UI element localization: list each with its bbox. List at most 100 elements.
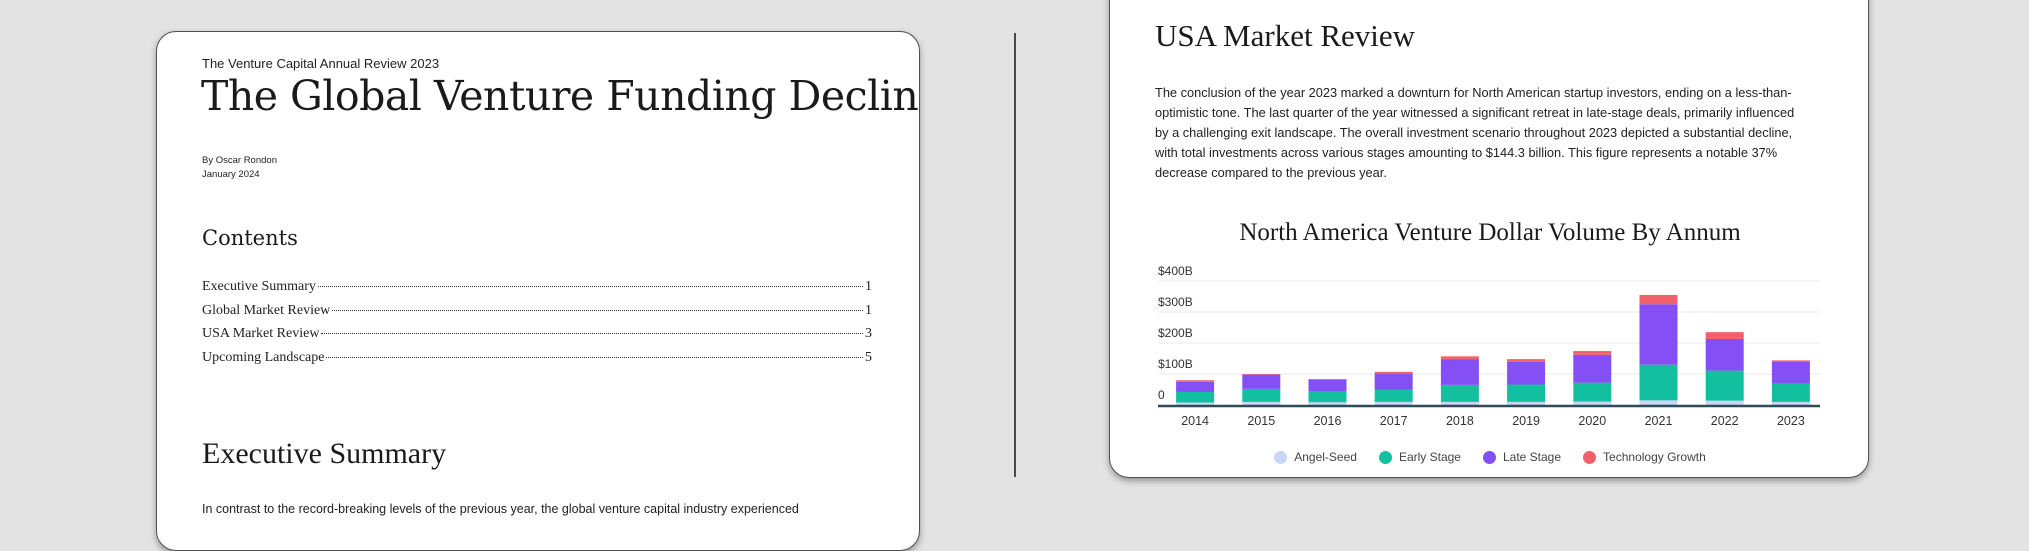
- bar-segment: [1639, 294, 1678, 305]
- x-tick-label: 2015: [1247, 414, 1275, 428]
- toc-leader-dots: [326, 356, 863, 358]
- bar-segment: [1507, 359, 1546, 362]
- bar-segment: [1242, 388, 1281, 402]
- x-tick-label: 2023: [1777, 414, 1805, 428]
- bar-segment: [1705, 400, 1744, 405]
- legend-swatch: [1583, 450, 1597, 464]
- x-tick-label: 2021: [1645, 414, 1673, 428]
- byline: By Oscar Rondon January 2024: [202, 154, 277, 182]
- bar-segment: [1440, 401, 1479, 405]
- bar-segment: [1507, 384, 1546, 402]
- toc-entry-usa-market-review[interactable]: USA Market Review 3: [202, 326, 872, 350]
- toc-entry-page: 3: [865, 326, 872, 341]
- bar-segment: [1771, 360, 1810, 362]
- bar-segment: [1176, 381, 1215, 392]
- toc-entry-executive-summary[interactable]: Executive Summary 1: [202, 279, 872, 303]
- bar-segment: [1705, 332, 1744, 339]
- legend-item: Technology Growth: [1583, 450, 1706, 464]
- chart-title: North America Venture Dollar Volume By A…: [1239, 219, 1741, 246]
- legend-swatch: [1274, 450, 1288, 464]
- toc-entry-label: Global Market Review: [202, 302, 331, 318]
- toc-entry-upcoming-landscape[interactable]: Upcoming Landscape 5: [202, 350, 872, 374]
- legend-item: Late Stage: [1482, 450, 1562, 464]
- usa-market-review-heading: USA Market Review: [1155, 18, 1416, 53]
- bar-segment: [1771, 401, 1810, 405]
- document-title: The Global Venture Funding Decline: [201, 72, 920, 120]
- y-tick-label: $300B: [1158, 295, 1193, 309]
- x-tick-label: 2017: [1380, 414, 1408, 428]
- executive-summary-paragraph: In contrast to the record-breaking level…: [202, 502, 799, 516]
- toc-leader-dots: [321, 333, 863, 334]
- toc-leader-dots: [332, 309, 863, 311]
- legend-label: Technology Growth: [1603, 450, 1706, 464]
- bar-segment: [1308, 391, 1347, 403]
- bar-segment: [1639, 304, 1678, 365]
- bar-segment: [1705, 370, 1744, 401]
- bar-segment: [1771, 383, 1810, 402]
- legend-item: Angel-Seed: [1274, 450, 1357, 464]
- executive-summary-heading: Executive Summary: [202, 437, 447, 470]
- bar-segment: [1573, 354, 1612, 383]
- bar-segment: [1507, 401, 1546, 405]
- bar-segment: [1440, 384, 1479, 402]
- bar-segment: [1242, 401, 1281, 405]
- usa-market-review-paragraph: The conclusion of the year 2023 marked a…: [1155, 85, 1795, 180]
- toc-entry-page: 1: [865, 302, 872, 318]
- table-of-contents: Executive Summary 1 Global Market Review…: [202, 279, 872, 373]
- bar-segment: [1573, 351, 1612, 355]
- legend-swatch: [1482, 450, 1496, 464]
- bar-segment: [1308, 379, 1347, 392]
- y-tick-label: 0: [1158, 388, 1165, 402]
- toc-entry-label: USA Market Review: [202, 326, 320, 341]
- bar-segment: [1308, 402, 1347, 405]
- legend-swatch: [1378, 450, 1392, 464]
- publish-date: January 2024: [202, 169, 260, 180]
- y-tick-label: $200B: [1158, 326, 1193, 340]
- bar-segment: [1440, 359, 1479, 385]
- x-tick-label: 2022: [1711, 414, 1739, 428]
- toc-entry-page: 1: [865, 279, 872, 294]
- bar-segment: [1374, 389, 1413, 402]
- bar-segment: [1374, 401, 1413, 405]
- x-tick-label: 2019: [1512, 414, 1540, 428]
- document-page-right: USA Market Review The conclusion of the …: [1109, 0, 1869, 478]
- bar-segment: [1308, 378, 1347, 380]
- bar-segment: [1242, 374, 1281, 389]
- bar-segment: [1771, 361, 1810, 384]
- bar-segment: [1639, 364, 1678, 401]
- bar-segment: [1176, 402, 1215, 405]
- bar-segment: [1374, 373, 1413, 390]
- x-tick-label: 2014: [1181, 414, 1209, 428]
- chart-legend: Angel-Seed Early Stage Late Stage Technolog…: [1110, 450, 1868, 464]
- bar-segment: [1705, 338, 1744, 371]
- x-tick-label: 2020: [1578, 414, 1606, 428]
- venture-volume-chart: 0 $100B $200B $300B $400B 2014 2015 2016 2017 201…: [1158, 264, 1820, 428]
- bar-segment: [1639, 400, 1678, 405]
- legend-item: Early Stage: [1378, 450, 1461, 464]
- page-divider: [1014, 33, 1016, 477]
- contents-heading: Contents: [202, 226, 298, 250]
- document-page-left: The Venture Capital Annual Review 2023 T…: [156, 31, 920, 551]
- y-tick-label: $400B: [1158, 264, 1193, 278]
- bar-segment: [1374, 371, 1413, 374]
- bar-segment: [1573, 382, 1612, 402]
- toc-entry-page: 5: [865, 349, 872, 365]
- y-tick-label: $100B: [1158, 357, 1193, 371]
- author: By Oscar Rondon: [202, 155, 277, 166]
- bar-segment: [1440, 356, 1479, 360]
- bar-segment: [1176, 391, 1215, 403]
- bar-segment: [1507, 361, 1546, 385]
- bar-segment: [1176, 380, 1215, 382]
- bar-segment: [1242, 374, 1281, 375]
- toc-entry-label: Upcoming Landscape: [202, 349, 325, 365]
- toc-entry-global-market-review[interactable]: Global Market Review 1: [202, 303, 872, 327]
- toc-entry-label: Executive Summary: [202, 279, 316, 294]
- x-tick-label: 2016: [1314, 414, 1342, 428]
- x-tick-label: 2018: [1446, 414, 1474, 428]
- legend-label: Early Stage: [1398, 450, 1461, 464]
- legend-label: Angel-Seed: [1294, 450, 1357, 464]
- series-title: The Venture Capital Annual Review 2023: [202, 56, 440, 71]
- bar-segment: [1573, 401, 1612, 405]
- toc-leader-dots: [317, 286, 863, 287]
- legend-label: Late Stage: [1502, 450, 1562, 464]
